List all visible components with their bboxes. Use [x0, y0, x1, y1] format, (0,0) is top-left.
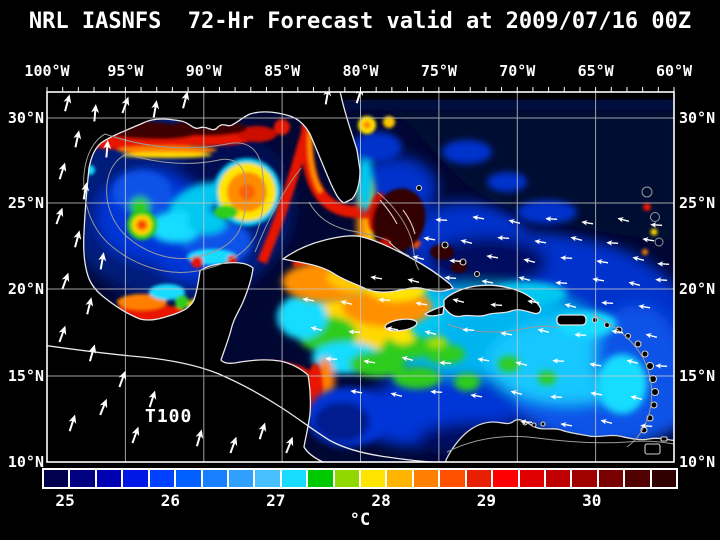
colorbar-cell: [519, 470, 545, 487]
lon-tick-label: 70°W: [499, 62, 536, 80]
lat-tick-label: 15°N: [679, 367, 716, 385]
colorbar-cell: [413, 470, 439, 487]
colorbar-cell: [651, 470, 677, 487]
lat-tick-label: 20°N: [679, 280, 716, 298]
colorbar-cell: [176, 470, 201, 487]
lat-tick-label: 30°N: [679, 109, 716, 127]
lon-tick-label: 65°W: [577, 62, 614, 80]
colorbar-cell: [308, 470, 333, 487]
colorbar-cell: [70, 470, 95, 487]
colorbar-cell: [123, 470, 148, 487]
colorbar-tick: 29: [476, 491, 497, 510]
colorbar-cell: [493, 470, 518, 487]
colorbar-cell: [546, 470, 571, 487]
lon-tick-label: 75°W: [420, 62, 457, 80]
colorbar-cell: [387, 470, 412, 487]
colorbar-cell: [572, 470, 597, 487]
colorbar-cell: [361, 470, 386, 487]
lon-tick-label: 90°W: [185, 62, 222, 80]
lat-tick-label: 10°N: [679, 453, 716, 471]
colorbar-cell: [202, 470, 227, 487]
colorbar-tick-labels: 25 26 27 28 29 30: [44, 491, 676, 510]
colorbar-tick: 27: [266, 491, 286, 510]
land-jamaica: [384, 318, 418, 332]
colorbar-tick: 26: [160, 491, 181, 510]
colorbar: [42, 468, 678, 489]
land-hispaniola: [443, 284, 542, 318]
map-field: T100: [47, 92, 674, 462]
colorbar-cell: [281, 470, 307, 487]
colorbar-cell: [228, 470, 254, 487]
lat-tick-label: 15°N: [7, 367, 44, 385]
lat-tick-label: 10°N: [7, 453, 44, 471]
map-frame: [46, 91, 675, 463]
colorbar-cell: [149, 470, 175, 487]
colorbar-tick: 30: [582, 491, 602, 510]
longitude-minor-ticks: [46, 87, 675, 92]
colorbar-unit-label: °C: [349, 510, 371, 530]
lat-tick-label: 25°N: [679, 194, 716, 212]
variable-label: T100: [145, 406, 192, 427]
land-puerto-rico: [556, 314, 587, 326]
colorbar-cell: [334, 470, 360, 487]
lat-tick-label: 30°N: [7, 109, 44, 127]
lon-tick-label: 60°W: [655, 62, 693, 80]
lat-tick-label: 25°N: [7, 194, 44, 212]
lon-tick-label: 95°W: [107, 62, 144, 80]
colorbar-cell: [44, 470, 69, 487]
land-cuba: [282, 235, 454, 293]
colorbar-cell: [255, 470, 280, 487]
colorbar-tick: 25: [55, 491, 75, 510]
lon-tick-label: 80°W: [342, 62, 379, 80]
map-canvas: T100: [46, 87, 675, 463]
colorbar-cell: [440, 470, 465, 487]
colorbar-cell: [96, 470, 122, 487]
colorbar-cell: [466, 470, 492, 487]
page-title: NRL IASNFS 72-Hr Forecast valid at 2009/…: [28, 9, 692, 34]
colorbar-cell: [598, 470, 624, 487]
lon-tick-label: 100°W: [24, 62, 70, 80]
bathymetry-contours: [83, 133, 674, 453]
lon-tick-label: 85°W: [264, 62, 301, 80]
colorbar-cell: [625, 470, 650, 487]
colorbar-tick: 28: [371, 491, 391, 510]
coastline-pacific: [47, 345, 440, 462]
lat-tick-label: 20°N: [7, 280, 44, 298]
graticule-grid: [47, 92, 674, 462]
